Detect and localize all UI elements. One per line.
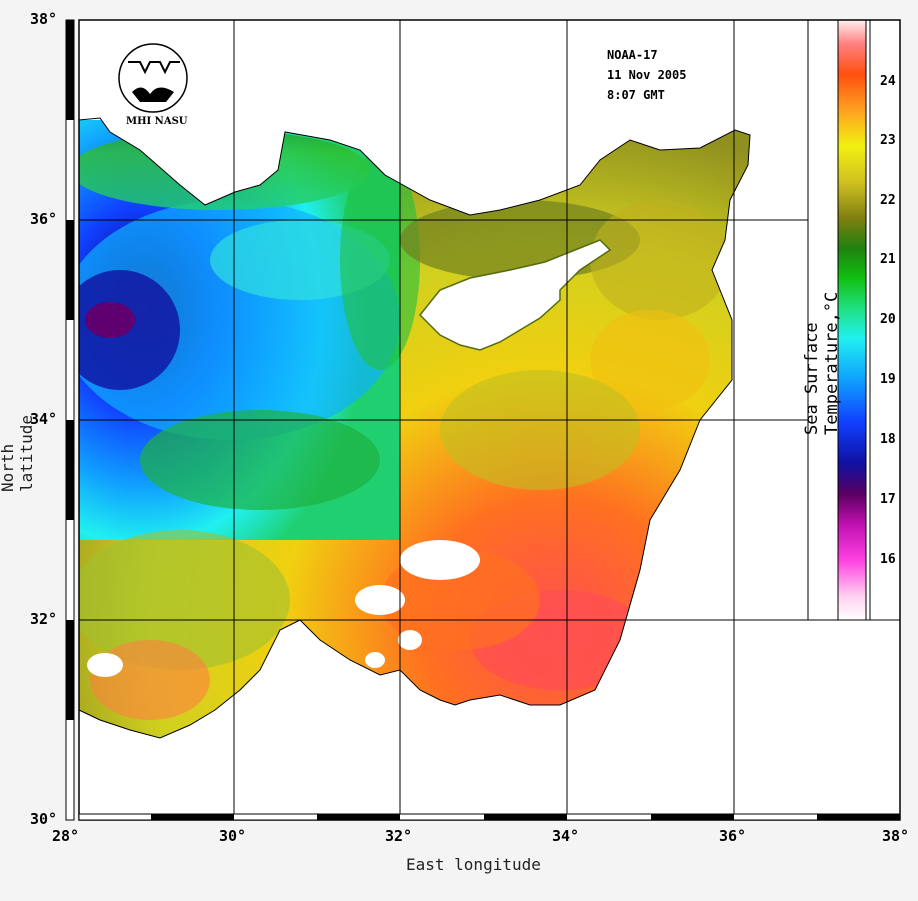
colorbar-tick: 16 bbox=[880, 552, 896, 567]
colorbar-scale bbox=[837, 19, 867, 621]
sst-field bbox=[79, 120, 750, 738]
colorbar-tick: 19 bbox=[880, 372, 896, 387]
x-tick-label: 32° bbox=[385, 827, 413, 845]
acquisition-time: 8:07 GMT bbox=[607, 88, 665, 102]
graticule bbox=[79, 20, 808, 820]
left-scale-bar bbox=[65, 19, 75, 821]
colorbar-tick: 24 bbox=[880, 74, 896, 89]
mhi-logo bbox=[118, 43, 188, 113]
x-tick-label: 38° bbox=[882, 827, 910, 845]
colorbar-tick: 17 bbox=[880, 492, 896, 507]
x-tick-label: 36° bbox=[719, 827, 747, 845]
x-tick-label: 34° bbox=[552, 827, 580, 845]
satellite-name: NOAA-17 bbox=[607, 48, 658, 62]
x-tick-label: 28° bbox=[52, 827, 80, 845]
colorbar-tick: 20 bbox=[880, 312, 896, 327]
y-tick-label: 36° bbox=[30, 210, 58, 228]
x-axis-title: East longitude bbox=[406, 855, 541, 874]
colorbar-tick: 22 bbox=[880, 193, 896, 208]
y-tick-label: 32° bbox=[30, 610, 58, 628]
y-tick-label: 38° bbox=[30, 10, 58, 28]
colorbar-tick: 18 bbox=[880, 432, 896, 447]
colorbar-title: Sea Surface Temperature,°C bbox=[802, 291, 842, 435]
x-tick-label: 30° bbox=[219, 827, 247, 845]
coastline bbox=[78, 117, 751, 739]
acquisition-date: 11 Nov 2005 bbox=[607, 68, 687, 82]
y-axis-title: North latitude bbox=[0, 414, 36, 492]
y-tick-label: 34° bbox=[30, 410, 58, 428]
island-cyprus bbox=[418, 239, 612, 351]
bottom-scale-bar bbox=[78, 813, 901, 821]
colorbar-tick: 23 bbox=[880, 133, 896, 148]
logo-caption: MHI NASU bbox=[126, 116, 188, 127]
colorbar-tick: 21 bbox=[880, 252, 896, 267]
y-tick-label: 30° bbox=[30, 810, 58, 828]
